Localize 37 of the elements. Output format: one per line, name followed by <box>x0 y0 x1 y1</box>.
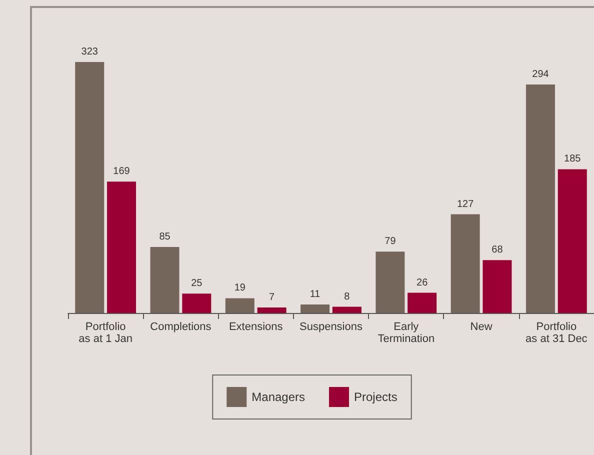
bar <box>332 306 362 313</box>
data-label: 323 <box>81 46 98 58</box>
bar <box>300 304 330 313</box>
x-tick-label: Completions <box>150 321 212 333</box>
data-label: 7 <box>269 292 276 304</box>
data-label: 85 <box>159 231 171 242</box>
legend-label: Managers <box>252 390 306 404</box>
bar <box>257 308 286 313</box>
data-label: 26 <box>416 277 428 288</box>
bar <box>408 292 437 313</box>
x-tick-label: Portfolio as at 31 Dec <box>526 321 588 345</box>
data-label: 127 <box>456 198 474 210</box>
bar <box>107 182 136 313</box>
x-tick-label: Suspensions <box>300 321 363 333</box>
data-label: 8 <box>344 291 350 302</box>
data-label: 68 <box>492 244 504 256</box>
bar <box>75 62 104 313</box>
legend-label: Projects <box>354 390 398 404</box>
x-tick-label: New <box>470 321 492 333</box>
x-tick-label: Extensions <box>228 321 284 333</box>
data-label: 11 <box>310 288 321 300</box>
bar <box>482 260 512 313</box>
data-label: 79 <box>384 236 396 248</box>
data-label: 294 <box>532 69 550 80</box>
data-label: 185 <box>564 154 582 165</box>
bar <box>526 84 555 313</box>
x-tick-label: Early Termination <box>378 321 435 345</box>
bar <box>150 246 180 313</box>
x-tick-label: Portfolio as at 1 Jan <box>78 321 132 345</box>
bar <box>450 214 480 313</box>
bar <box>558 169 587 313</box>
data-label: 169 <box>113 166 130 178</box>
bar <box>376 252 405 313</box>
data-label: 25 <box>191 278 203 290</box>
bar <box>225 298 254 313</box>
data-label: 19 <box>234 282 246 294</box>
bar <box>182 294 212 313</box>
